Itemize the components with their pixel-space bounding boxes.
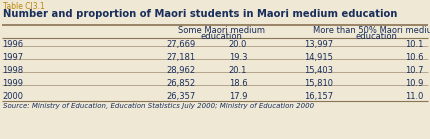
Text: 13,997: 13,997	[304, 40, 333, 49]
Text: 15,810: 15,810	[304, 79, 333, 88]
Text: 10.6: 10.6	[405, 53, 424, 62]
Text: Source: Ministry of Education, Education Statistics July 2000; Ministry of Educa: Source: Ministry of Education, Education…	[3, 103, 314, 109]
Text: 1997: 1997	[2, 53, 23, 62]
Text: 16,157: 16,157	[304, 92, 333, 101]
Text: 15,403: 15,403	[304, 66, 333, 75]
Text: 26,852: 26,852	[166, 79, 196, 88]
Text: 10.7: 10.7	[405, 66, 424, 75]
Text: Table CI3.1: Table CI3.1	[3, 2, 45, 11]
Text: 1999: 1999	[2, 79, 23, 88]
Text: 20.0: 20.0	[229, 40, 247, 49]
Text: Some Maori medium: Some Maori medium	[178, 26, 265, 35]
Text: 14,915: 14,915	[304, 53, 333, 62]
Text: More than 50% Maori medium: More than 50% Maori medium	[313, 26, 430, 35]
Text: 20.1: 20.1	[229, 66, 247, 75]
Text: 27,181: 27,181	[166, 53, 196, 62]
Text: 27,669: 27,669	[166, 40, 196, 49]
Text: 26,357: 26,357	[166, 92, 196, 101]
Text: education: education	[200, 32, 243, 41]
Text: 2000: 2000	[2, 92, 23, 101]
Text: education: education	[355, 32, 397, 41]
Text: 18.6: 18.6	[229, 79, 247, 88]
Text: 28,962: 28,962	[166, 66, 196, 75]
Text: 17.9: 17.9	[229, 92, 247, 101]
Text: Number and proportion of Maori students in Maori medium education: Number and proportion of Maori students …	[3, 9, 397, 19]
Text: 10.1: 10.1	[405, 40, 424, 49]
Text: 19.3: 19.3	[229, 53, 247, 62]
Text: 1998: 1998	[2, 66, 23, 75]
Text: 1996: 1996	[2, 40, 23, 49]
Text: 11.0: 11.0	[405, 92, 424, 101]
Text: 10.9: 10.9	[405, 79, 424, 88]
